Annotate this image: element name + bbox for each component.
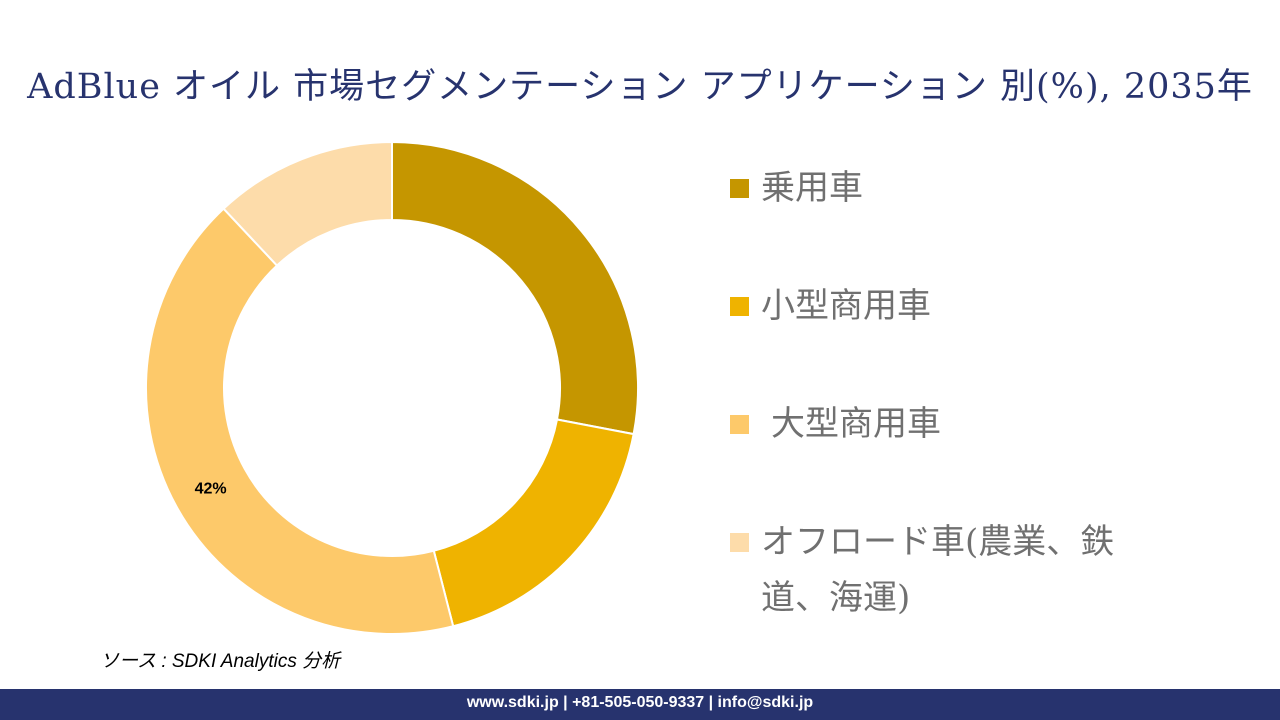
legend-item: オフロード車(農業、鉄道、海運) — [730, 514, 1160, 626]
data-label: 42% — [195, 481, 227, 498]
donut-slice — [432, 418, 635, 628]
legend-label: オフロード車(農業、鉄道、海運) — [761, 522, 1115, 618]
donut-chart: 42% — [145, 140, 639, 635]
donut-slice — [391, 140, 639, 436]
donut-slice — [222, 140, 393, 267]
chart-title: AdBlue オイル 市場セグメンテーション アプリケーション 別(%), 20… — [27, 67, 1253, 107]
legend-swatch — [730, 415, 749, 434]
legend-label: 乗用車 — [761, 168, 863, 208]
footer-contact: www.sdki.jp | +81-505-050-9337 | info@sd… — [466, 694, 814, 711]
legend-swatch — [730, 533, 749, 552]
footer-bar: www.sdki.jp | +81-505-050-9337 | info@sd… — [0, 689, 1280, 720]
source-note: ソース : SDKI Analytics 分析 — [100, 651, 341, 672]
legend-label: 小型商用車 — [761, 286, 931, 326]
donut-slice — [145, 207, 455, 635]
legend-swatch — [730, 297, 749, 316]
legend-item: 大型商用車 — [730, 396, 941, 452]
legend-item: 小型商用車 — [730, 278, 931, 334]
legend-label: 大型商用車 — [771, 404, 941, 444]
legend-swatch — [730, 179, 749, 198]
legend-item: 乗用車 — [730, 160, 863, 216]
